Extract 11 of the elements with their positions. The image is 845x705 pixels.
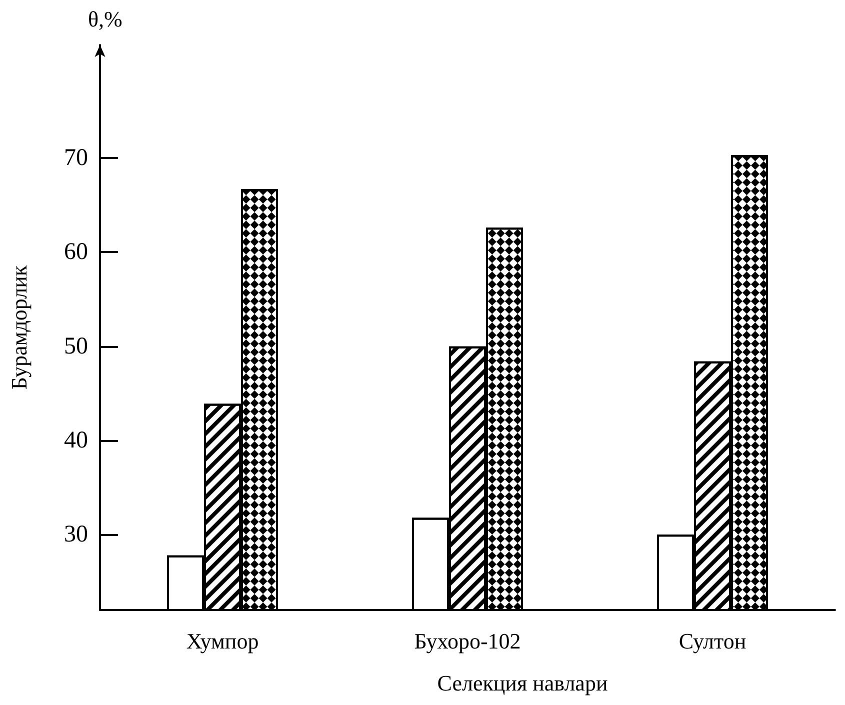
- text: θ,%: [88, 6, 122, 32]
- x-tick-label: Бухоро-102: [414, 628, 521, 654]
- y-tick-label: 60: [64, 239, 88, 266]
- y-axis-title: Бурамдорлик: [6, 265, 32, 390]
- x-tick-label: Хумпор: [186, 628, 259, 654]
- x-axis-title: Селекция навлари: [437, 670, 608, 696]
- y-tick-label: 40: [64, 428, 88, 454]
- y-tick-label: 70: [64, 145, 88, 171]
- y-tick-label: 50: [64, 333, 88, 360]
- x-tick-label: Султон: [678, 628, 746, 654]
- y-tick-label: 30: [64, 522, 88, 548]
